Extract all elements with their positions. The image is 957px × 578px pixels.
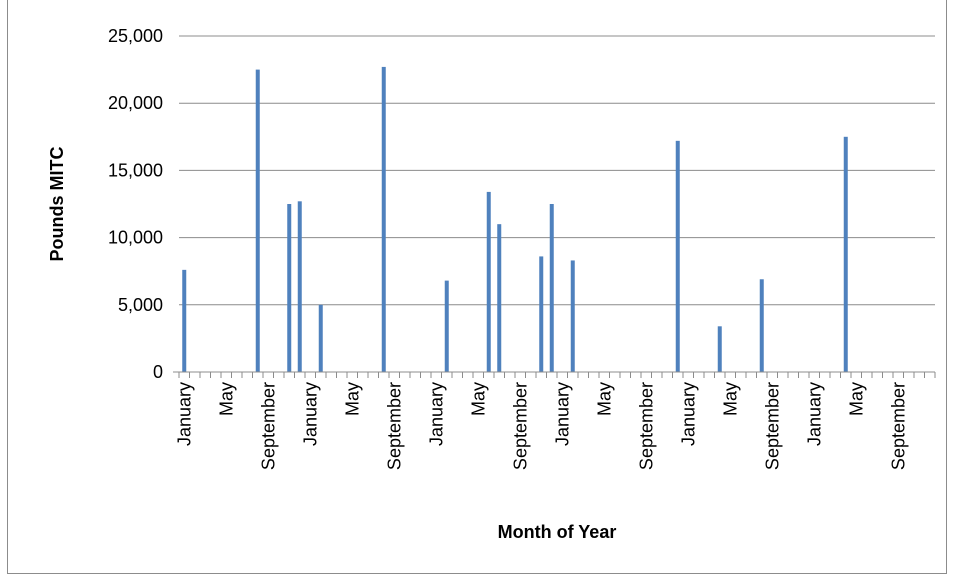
x-axis-title: Month of Year [498, 522, 617, 542]
bar [675, 140, 680, 372]
chart-frame: 0 5,000 10,000 15,000 20,000 25,000 January Ma… [7, 0, 947, 574]
y-axis-title: Pounds MITC [47, 147, 67, 262]
x-tick-label: September [762, 382, 782, 470]
bar [549, 204, 554, 372]
x-tick-label: May [342, 382, 362, 416]
bar [318, 304, 323, 372]
x-tick-label: September [888, 382, 908, 470]
bar [287, 204, 292, 372]
bars [182, 66, 848, 373]
x-tick-label: September [258, 382, 278, 470]
x-tick-label: January [552, 382, 572, 446]
y-tick-labels: 0 5,000 10,000 15,000 20,000 25,000 [108, 26, 163, 382]
x-tick-label: September [384, 382, 404, 470]
x-tick-label: January [678, 382, 698, 446]
x-tick-label: May [468, 382, 488, 416]
gridlines [179, 35, 935, 306]
bar [486, 191, 491, 372]
bar [570, 260, 575, 372]
y-tick-label: 0 [153, 362, 163, 382]
x-tick-label: September [636, 382, 656, 470]
bar [497, 224, 502, 372]
bar [381, 66, 386, 373]
y-tick-label: 20,000 [108, 93, 163, 113]
x-tick-labels: January May September January May September Ja… [174, 382, 908, 470]
axes [173, 371, 936, 378]
x-tick-label: January [804, 382, 824, 446]
x-tick-label: May [846, 382, 866, 416]
x-tick-label: September [510, 382, 530, 470]
bar [297, 201, 302, 372]
y-tick-label: 10,000 [108, 228, 163, 248]
x-tick-label: May [216, 382, 236, 416]
y-tick-label: 25,000 [108, 26, 163, 46]
bar [539, 256, 544, 372]
y-tick-label: 5,000 [118, 295, 163, 315]
x-tick-label: January [426, 382, 446, 446]
x-tick-label: January [300, 382, 320, 446]
bar [717, 326, 722, 372]
x-tick-label: May [720, 382, 740, 416]
y-tick-label: 15,000 [108, 160, 163, 180]
bar [444, 280, 449, 372]
x-tick-label: May [594, 382, 614, 416]
bar [843, 136, 848, 372]
bar-chart: 0 5,000 10,000 15,000 20,000 25,000 January Ma… [47, 26, 936, 542]
bar [182, 269, 187, 372]
bar [255, 69, 260, 372]
bar [759, 279, 764, 372]
x-tick-label: January [174, 382, 194, 446]
